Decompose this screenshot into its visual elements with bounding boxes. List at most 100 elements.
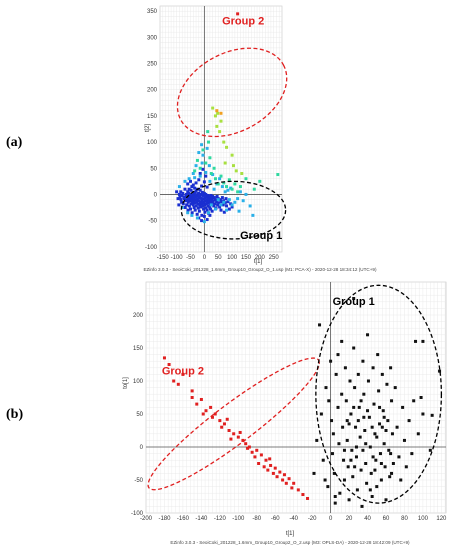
data-point [204,206,208,210]
data-point [264,458,268,462]
data-point [386,419,390,423]
data-point [363,429,367,432]
data-point [377,389,381,393]
data-point [190,185,194,189]
x-tick-label: -40 [289,516,298,522]
data-point [206,130,210,134]
data-point [195,200,199,204]
data-point [376,353,380,357]
x-tick-label: 80 [401,516,408,522]
data-point [329,359,333,363]
data-point [238,185,242,189]
data-point [225,208,229,212]
data-point [207,140,211,144]
data-point [324,386,328,390]
data-point [244,442,248,446]
data-point [176,382,180,386]
data-point [199,196,203,200]
data-point [378,452,382,456]
data-point [326,485,330,489]
data-point [220,185,224,189]
data-point [213,198,217,202]
data-point [197,178,201,182]
data-point [208,196,212,200]
data-point [347,498,351,502]
data-point [216,203,220,207]
data-point [218,419,222,423]
data-point [248,204,252,208]
x-tick-label: 200 [255,255,266,261]
x-tick-label: 120 [436,516,447,522]
data-point [338,491,342,495]
y-tick-label: 0 [154,192,158,198]
data-point [185,198,189,202]
panel-a-footer: EZinfo 3.0.3 - SeoiCoki_201228_1.6mm_Gro… [143,267,376,272]
data-point [186,200,190,204]
data-point [306,496,310,500]
y-axis-title: to[1] [123,377,129,389]
data-point [315,438,319,442]
x-tick-label: 100 [418,516,429,522]
data-point [200,143,204,147]
data-point [189,202,193,206]
data-point [236,190,240,194]
data-point [312,471,316,475]
data-point [345,419,349,423]
data-point [355,488,359,492]
data-point [218,130,222,134]
data-point [204,202,208,206]
data-point [282,473,286,477]
data-point [200,202,204,206]
data-point [247,445,251,449]
y-tick-label: -50 [134,478,143,484]
data-point [187,195,191,199]
data-point [201,153,205,157]
data-point [198,174,202,178]
data-point [205,146,209,150]
y-tick-label: 100 [133,379,144,385]
data-point [430,413,434,417]
data-point [359,399,363,403]
data-point [391,462,395,465]
data-point [189,188,193,192]
data-point [219,111,223,115]
data-point [250,450,254,454]
data-point [220,200,224,204]
data-point [332,471,336,475]
data-point [224,197,228,201]
data-point [201,193,205,197]
data-point [253,455,257,459]
data-point [223,161,227,165]
data-point [378,422,382,426]
data-point [340,392,344,396]
data-point [204,174,208,178]
data-point [200,161,204,165]
data-point [390,471,394,475]
data-point [258,179,262,183]
data-point [187,197,191,201]
data-point [361,448,365,452]
data-point [216,198,220,202]
data-point [257,462,261,465]
x-tick-label: -20 [308,516,317,522]
data-point [188,199,192,203]
data-point [237,209,241,213]
data-point [175,190,179,194]
data-point [212,204,216,208]
data-point [349,458,353,462]
data-point [192,206,196,210]
data-point [236,197,240,201]
data-point [194,189,198,193]
x-tick-label: -140 [195,516,208,522]
data-point [353,386,357,390]
data-point [364,442,368,446]
data-point [184,194,188,198]
opls-da-score-plot: -200 -180 -160 -140 -120 -100 -80 -60 -40 -20 0 20 4… [123,281,447,537]
data-point [222,140,226,144]
data-point [401,405,405,409]
data-point [183,187,187,191]
data-point [221,203,225,207]
data-point [201,412,205,416]
data-point [177,185,181,189]
